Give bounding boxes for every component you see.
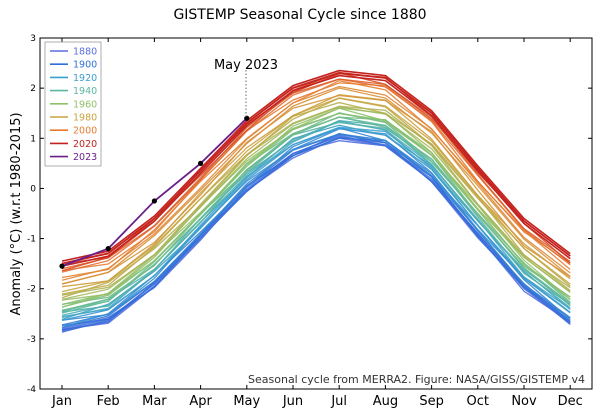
season-line-1920 [61,119,571,313]
legend-entry-1960: 1960 [73,99,97,110]
x-tick-label: May [233,394,260,409]
season-line-2000 [61,82,571,272]
legend-entry-1900: 1900 [73,60,97,71]
season-line-1960 [61,107,571,301]
season-line-1880 [61,132,571,331]
y-axis-label: Anomaly (°C) (w.r.t 1980-2015) [9,112,24,315]
season-line-2020 [61,72,571,265]
credit-text: Seasonal cycle from MERRA2. Figure: NASA… [248,373,585,386]
x-tick-label: Jun [282,394,303,409]
season-line-1900 [61,128,571,321]
legend-entry-1980: 1980 [73,113,97,124]
legend-entry-2000: 2000 [73,126,97,137]
season-line-1980 [61,94,571,288]
legend-entry-2020: 2020 [73,139,97,150]
y-tick-label: -2 [27,285,36,295]
y-tick-label: 0 [30,184,36,194]
y-tick-label: 3 [30,34,36,44]
point-2023-May [244,115,250,121]
point-2023-Feb [105,246,111,252]
season-line-2020 [61,74,571,267]
x-tick-label: Jul [330,394,347,409]
season-line-1940 [61,112,571,311]
season-line-1960 [61,97,571,295]
point-2023-Apr [198,160,204,166]
x-axis: Jan Feb Mar Apr May Jun Jul Aug Sep Oct Nov Dec [51,38,583,409]
season-line-1980 [61,87,571,285]
season-line-1920 [61,126,571,318]
plot-frame [39,37,593,390]
x-tick-label: Jan [51,394,72,409]
y-tick-label: -1 [27,235,36,245]
season-line-1980 [61,85,571,281]
y-tick-label: -4 [27,385,36,395]
season-line-1960 [61,107,571,308]
y-tick-label: 2 [30,84,36,94]
y-tick-label: -3 [27,335,36,345]
x-tick-label: Mar [142,394,167,409]
y-tick-label: 1 [30,134,36,144]
season-line-1900 [61,137,571,327]
highlight-2023 [59,115,250,269]
season-line-1940 [61,112,571,306]
legend-entry-1880: 1880 [73,47,97,58]
season-line-1980 [61,94,571,285]
x-tick-label: Oct [467,394,489,409]
legend-entry-1940: 1940 [73,86,97,97]
point-2023-Jan [59,263,65,269]
plot-lines [61,69,571,333]
legend-entry-2023: 2023 [73,152,97,163]
point-2023-Mar [151,198,157,204]
season-line-1900 [61,133,571,326]
season-line-1980 [61,97,571,293]
y-axis: -4 -3 -2 -1 0 1 2 3 [27,34,592,395]
season-line-1940 [61,116,571,305]
x-tick-label: Dec [558,394,583,409]
x-tick-label: Aug [373,394,398,409]
x-tick-label: Sep [419,394,444,409]
legend: 1880 1900 1920 1940 1960 1980 2000 2020 2023 [44,41,102,167]
chart-title: GISTEMP Seasonal Cycle since 1880 [173,7,426,23]
x-tick-label: Apr [189,394,212,409]
season-line-1920 [61,121,571,313]
season-line-2020 [61,69,571,262]
season-line-1960 [61,105,571,296]
x-tick-label: Nov [511,394,537,409]
may-2023-annotation: May 2023 [214,58,278,73]
legend-entry-1920: 1920 [73,73,97,84]
x-tick-label: Feb [97,394,120,409]
season-line-2000 [61,78,571,270]
season-line-2000 [61,78,571,273]
